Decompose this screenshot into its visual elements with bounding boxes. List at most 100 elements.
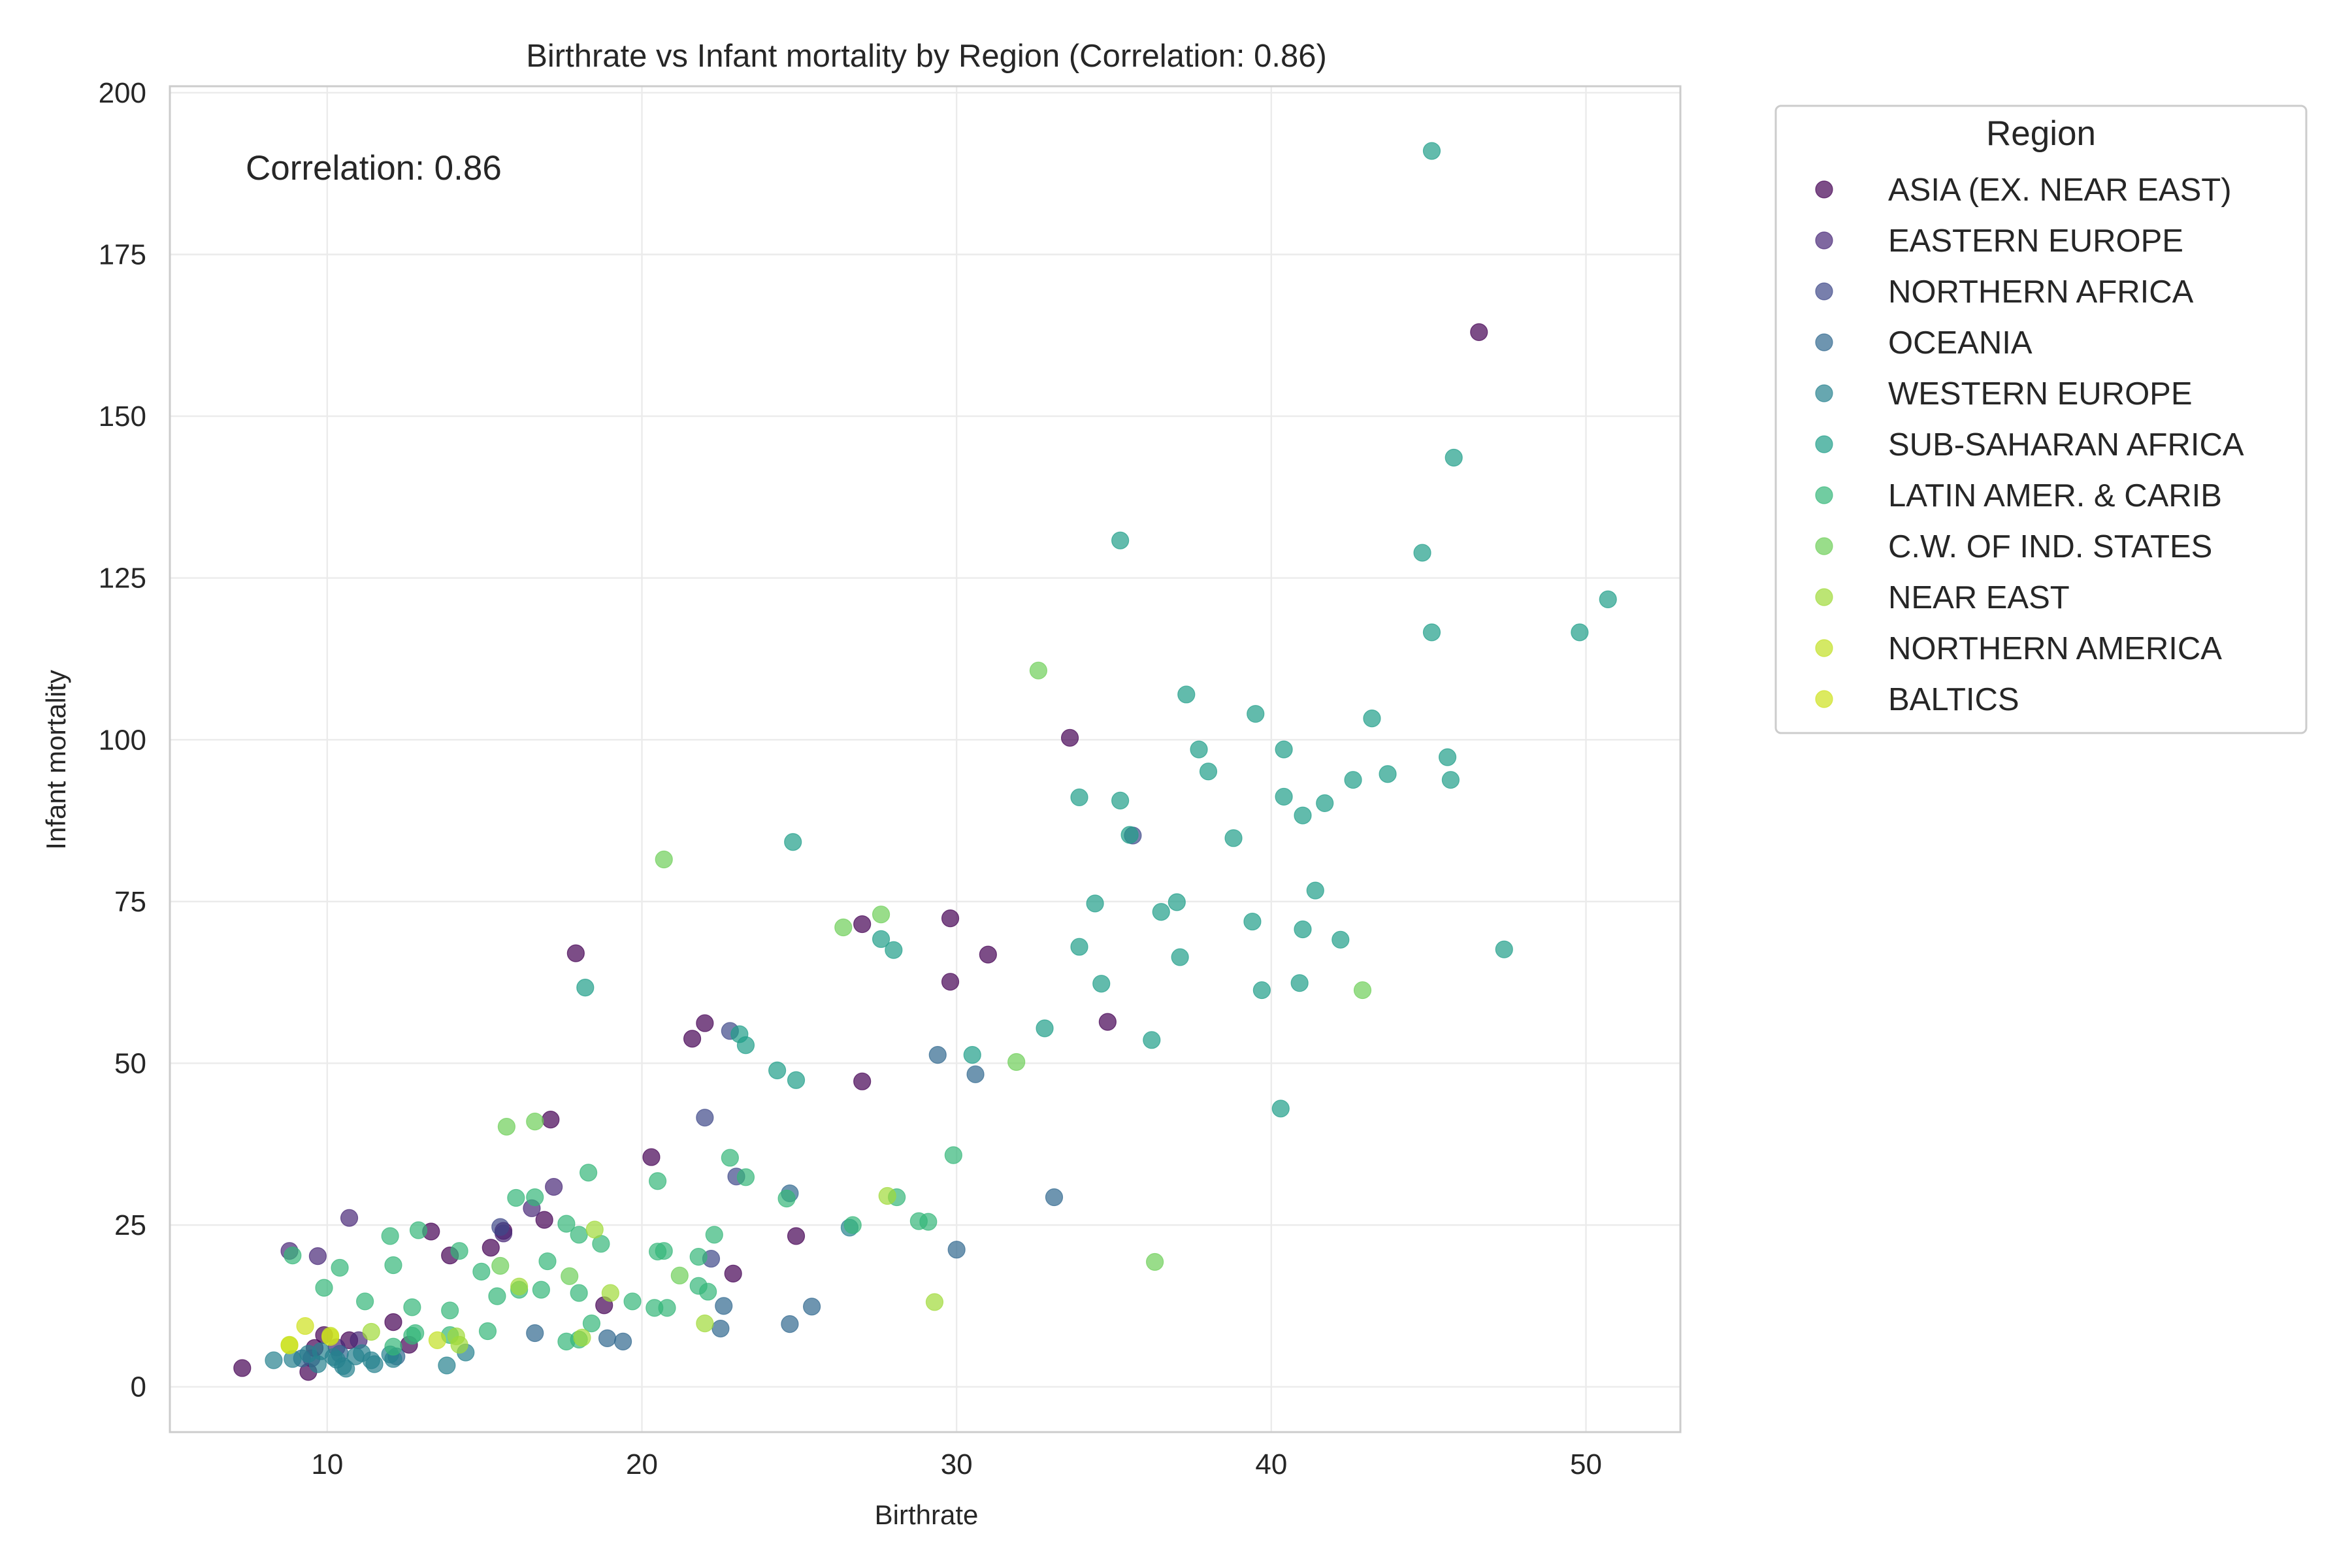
data-point <box>1120 826 1139 844</box>
data-point <box>963 1046 981 1064</box>
data-point <box>403 1298 421 1316</box>
data-point <box>658 1299 676 1317</box>
data-point <box>1143 1031 1161 1049</box>
legend-label: EASTERN EUROPE <box>1888 223 2183 259</box>
y-tick-label: 75 <box>114 886 146 918</box>
data-point <box>1422 623 1441 642</box>
data-point <box>340 1209 359 1227</box>
data-point <box>787 1227 806 1245</box>
data-point <box>1470 323 1488 341</box>
legend-marker <box>1815 435 1833 453</box>
data-point <box>1275 740 1293 759</box>
data-point <box>542 1111 560 1129</box>
x-tick-label: 10 <box>311 1448 343 1480</box>
data-point <box>655 1242 673 1260</box>
x-tick-label: 50 <box>1570 1448 1602 1480</box>
data-point <box>1190 740 1208 759</box>
data-point <box>1353 981 1372 1000</box>
data-point <box>532 1281 550 1299</box>
x-tick-label: 40 <box>1255 1448 1287 1480</box>
series-group <box>293 1046 1064 1367</box>
data-point <box>1495 940 1513 958</box>
data-point <box>312 1342 330 1360</box>
correlation-annotation: Correlation: 0.86 <box>246 149 502 188</box>
data-point <box>655 850 673 869</box>
data-point <box>689 1248 708 1266</box>
data-point <box>843 1216 862 1234</box>
y-tick-label: 125 <box>99 563 146 595</box>
data-point <box>233 1359 252 1377</box>
data-point <box>384 1256 402 1275</box>
x-axis-ticks: 10 20 30 40 50 <box>311 1448 1602 1480</box>
chart-title: Birthrate vs Infant mortality by Region … <box>526 39 1327 74</box>
data-point <box>787 1071 806 1089</box>
data-point <box>1036 1019 1054 1037</box>
data-point <box>1599 590 1617 608</box>
data-point <box>573 1328 591 1347</box>
data-point <box>724 1264 742 1282</box>
y-axis-label: Infant mortality <box>41 670 71 849</box>
data-point <box>670 1266 689 1284</box>
data-point <box>721 1149 739 1167</box>
data-point <box>1007 1053 1026 1071</box>
y-tick-label: 50 <box>114 1047 146 1079</box>
data-point <box>683 1030 702 1048</box>
plot-frame <box>169 85 1682 1433</box>
data-point <box>1363 710 1381 728</box>
y-tick-label: 100 <box>99 724 146 756</box>
legend-marker <box>1815 588 1833 606</box>
data-point <box>535 1211 553 1229</box>
data-point <box>872 930 890 948</box>
data-point <box>1045 1188 1064 1207</box>
data-point <box>872 906 890 924</box>
data-point <box>598 1329 617 1347</box>
data-point <box>1344 771 1362 789</box>
x-tick-label: 20 <box>626 1448 658 1480</box>
data-point <box>1271 1100 1290 1118</box>
data-point <box>601 1284 619 1302</box>
data-point <box>1413 544 1431 562</box>
y-axis-ticks: 0 25 50 75 100 125 150 175 200 <box>99 77 146 1403</box>
data-point <box>1445 448 1463 467</box>
legend: Region ASIA (EX. NEAR EAST) EASTERN EUROP… <box>1774 105 2308 734</box>
data-point <box>265 1351 283 1369</box>
data-point <box>510 1277 529 1296</box>
data-point <box>545 1178 563 1196</box>
data-point <box>1243 912 1262 931</box>
data-point <box>715 1297 733 1315</box>
grid <box>170 86 1680 1432</box>
data-point <box>642 1148 661 1166</box>
data-point <box>736 1036 755 1054</box>
data-point <box>582 1315 601 1333</box>
data-point <box>450 1242 468 1260</box>
y-tick-label: 150 <box>99 400 146 433</box>
data-point <box>1092 975 1111 993</box>
data-point <box>885 941 903 959</box>
data-point <box>491 1218 510 1236</box>
legend-label: NORTHERN AMERICA <box>1888 631 2222 666</box>
data-point <box>1275 787 1293 806</box>
data-point <box>497 1117 515 1136</box>
y-tick-label: 25 <box>114 1209 146 1241</box>
y-tick-label: 0 <box>131 1371 146 1403</box>
series-group <box>491 826 1142 1268</box>
data-point <box>613 1332 632 1350</box>
series-group <box>280 1316 340 1354</box>
y-tick-label: 175 <box>99 239 146 271</box>
data-point <box>482 1239 500 1257</box>
data-point <box>925 1293 944 1311</box>
data-point <box>1111 791 1130 809</box>
data-point <box>1168 893 1186 911</box>
data-point <box>570 1226 588 1244</box>
data-point <box>1294 920 1312 939</box>
series-group <box>265 1218 859 1378</box>
data-point <box>409 1221 428 1239</box>
data-point <box>1294 806 1312 825</box>
series-group <box>284 1146 962 1356</box>
data-point <box>1224 829 1243 847</box>
data-point <box>331 1258 349 1277</box>
legend-marker <box>1815 231 1833 250</box>
data-point <box>1177 685 1196 704</box>
data-point <box>296 1316 314 1335</box>
